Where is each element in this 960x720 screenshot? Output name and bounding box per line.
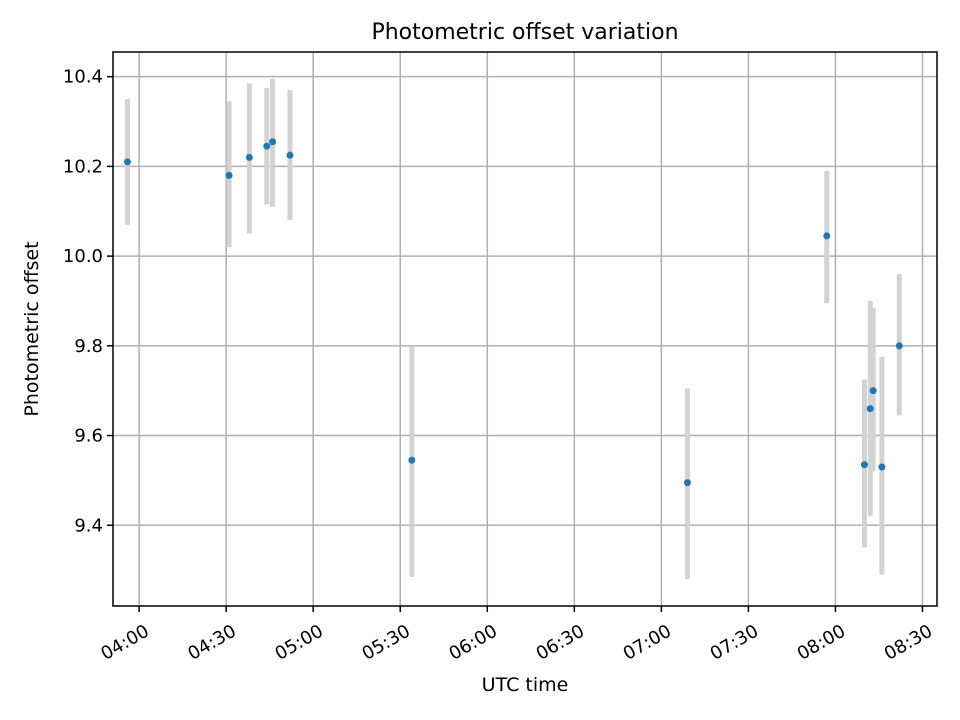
- y-tick-label: 10.2: [63, 156, 103, 177]
- x-tick-label: 06:30: [533, 621, 588, 665]
- grid: [113, 52, 937, 606]
- y-axis: 9.4 9.6 9.8 10.0 10.2 10.4: [63, 67, 113, 536]
- y-tick-label: 10.4: [63, 67, 103, 88]
- y-tick-label: 10.0: [63, 246, 103, 267]
- data-point: [683, 479, 691, 487]
- data-point: [866, 405, 874, 413]
- y-axis-label: Photometric offset: [21, 241, 43, 416]
- plot-frame: [112, 51, 938, 607]
- data-point: [878, 463, 886, 471]
- data-point: [263, 142, 271, 150]
- x-tick-label: 05:00: [271, 621, 326, 665]
- data-point: [869, 387, 877, 395]
- data-point: [408, 456, 416, 464]
- x-tick-label: 05:30: [359, 621, 414, 665]
- x-tick-label: 04:00: [97, 621, 152, 665]
- x-axis-label: UTC time: [482, 674, 569, 696]
- error-bars: [125, 78, 902, 580]
- x-tick-label: 07:00: [620, 621, 675, 665]
- x-tick-label: 04:30: [184, 621, 239, 665]
- data-points: [124, 138, 903, 487]
- data-point: [245, 153, 253, 161]
- y-tick-label: 9.6: [74, 426, 103, 447]
- data-point: [823, 232, 831, 240]
- x-tick-label: 08:30: [881, 621, 936, 665]
- y-tick-label: 9.4: [74, 515, 103, 536]
- x-tick-label: 07:30: [707, 621, 762, 665]
- x-axis: 04:00 04:30 05:00 05:30 06:00 06:30 07:00 07:30…: [97, 606, 936, 665]
- chart-title: Photometric offset variation: [371, 20, 678, 45]
- data-point: [225, 171, 233, 179]
- data-point: [269, 138, 277, 146]
- data-point: [124, 158, 132, 166]
- y-tick-label: 9.8: [74, 336, 103, 357]
- data-point: [895, 342, 903, 350]
- x-tick-label: 06:00: [446, 621, 501, 665]
- data-point: [860, 461, 868, 469]
- data-point: [286, 151, 294, 159]
- x-tick-label: 08:00: [794, 621, 849, 665]
